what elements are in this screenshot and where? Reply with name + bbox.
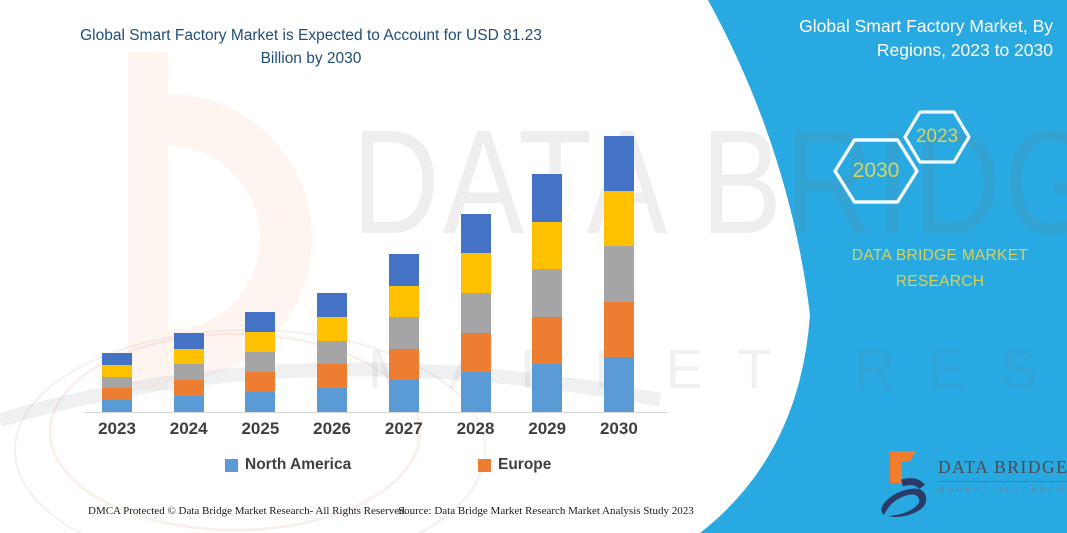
x-axis-label-2029: 2029 xyxy=(528,419,567,438)
bar-segment-2024-north-america xyxy=(173,396,204,412)
panel-brand-line2: RESEARCH xyxy=(895,273,985,291)
bar-segment-2027-unlabeled-yellow-region xyxy=(388,285,419,318)
x-axis-label-2028: 2028 xyxy=(456,419,495,438)
footer-source-text: Source: Data Bridge Market Research Mark… xyxy=(398,505,694,517)
bar-segment-2028-north-america xyxy=(460,372,491,412)
x-axis-label-2025: 2025 xyxy=(241,419,280,438)
hexagon-outline-icon xyxy=(833,138,919,204)
bar-segment-2026-unlabeled-blue-region xyxy=(317,293,348,317)
bar-segment-2025-europe xyxy=(245,372,276,392)
bar-segment-2024-europe xyxy=(173,380,204,397)
x-axis-line xyxy=(85,412,667,413)
bar-segment-2026-north-america xyxy=(317,388,348,412)
bar-segment-2030-north-america xyxy=(603,356,634,412)
bar-segment-2023-unlabeled-gray-region xyxy=(102,376,132,389)
panel-brand-text: DATA BRIDGE MARKET RESEARCH xyxy=(842,243,1038,296)
bar-segment-2027-unlabeled-gray-region xyxy=(388,317,419,349)
legend-swatch-north-america xyxy=(225,458,238,472)
bar-segment-2024-unlabeled-gray-region xyxy=(173,364,204,381)
data-bridge-b-icon xyxy=(881,451,927,517)
bar-segment-2025-unlabeled-yellow-region xyxy=(245,332,276,353)
x-axis-label-2026: 2026 xyxy=(313,419,351,438)
bar-segment-2024-unlabeled-blue-region xyxy=(173,332,204,349)
bar-segment-2027-unlabeled-blue-region xyxy=(388,253,419,286)
bar-segment-2026-unlabeled-gray-region xyxy=(317,340,348,365)
bar-segment-2023-unlabeled-yellow-region xyxy=(102,364,132,377)
bar-segment-2028-unlabeled-yellow-region xyxy=(460,253,491,294)
x-axis-label-2027: 2027 xyxy=(384,419,423,438)
bar-segment-2029-unlabeled-gray-region xyxy=(532,269,563,317)
x-axis-label-2023: 2023 xyxy=(98,419,136,438)
hexagon-outline-icon xyxy=(903,110,971,164)
bar-segment-2030-europe xyxy=(603,301,634,357)
bar-segment-2027-north-america xyxy=(388,380,419,412)
legend-label-north-america: North America xyxy=(245,456,352,473)
x-axis-label-2030: 2030 xyxy=(599,419,638,438)
bar-segment-2023-europe xyxy=(102,388,132,401)
hexagon-2023: 2023 xyxy=(903,110,971,164)
hexagon-2030: 2030 xyxy=(833,138,919,204)
bar-segment-2025-unlabeled-blue-region xyxy=(245,312,276,333)
logo-name: DATA BRIDGE xyxy=(938,457,1067,482)
bar-segment-2024-unlabeled-yellow-region xyxy=(173,348,204,365)
bar-segment-2025-north-america xyxy=(245,392,276,412)
bar-segment-2029-unlabeled-yellow-region xyxy=(532,221,563,270)
bar-segment-2029-europe xyxy=(532,316,563,365)
panel-brand-line1: DATA BRIDGE MARKET xyxy=(851,247,1029,264)
bar-segment-2028-europe xyxy=(460,332,491,373)
bar-segment-2027-europe xyxy=(388,348,419,381)
footer-dmca-text: DMCA Protected © Data Bridge Market Rese… xyxy=(88,505,408,517)
bar-segment-2030-unlabeled-gray-region xyxy=(603,246,634,302)
chart-title: Global Smart Factory Market is Expected … xyxy=(80,27,542,68)
bar-segment-2023-north-america xyxy=(102,400,132,412)
bar-segment-2030-unlabeled-blue-region xyxy=(603,135,634,191)
panel-title: Global Smart Factory Market, By Regions,… xyxy=(799,16,1053,61)
logo-subtitle: MARKET RESEARCH xyxy=(938,485,1067,494)
legend-item-north-america: North America xyxy=(225,456,351,474)
bar-segment-2028-unlabeled-blue-region xyxy=(460,213,491,254)
bar-segment-2028-unlabeled-gray-region xyxy=(460,293,491,333)
bar-segment-2029-unlabeled-blue-region xyxy=(532,174,563,222)
bar-segment-2025-unlabeled-gray-region xyxy=(245,352,276,372)
bar-segment-2029-north-america xyxy=(532,364,563,412)
legend-swatch-europe xyxy=(478,458,491,472)
bar-chart-plot-area: 2023 2024 2025 2026 2027 2028 2029 2030 xyxy=(85,118,667,438)
bar-segment-2026-europe xyxy=(317,364,348,389)
legend-item-europe: Europe xyxy=(478,456,551,474)
data-bridge-logo-text: DATA BRIDGE MARKET RESEARCH xyxy=(938,449,1067,494)
data-bridge-logo: DATA BRIDGE MARKET RESEARCH xyxy=(876,449,1067,521)
bar-segment-2026-unlabeled-yellow-region xyxy=(317,316,348,341)
legend-label-europe: Europe xyxy=(498,456,552,473)
hexagon-2023-label: 2023 xyxy=(915,126,959,147)
bar-segment-2023-unlabeled-blue-region xyxy=(102,352,132,365)
bar-segment-2030-unlabeled-yellow-region xyxy=(603,191,634,247)
x-axis-label-2024: 2024 xyxy=(169,419,208,438)
hexagon-2030-label: 2030 xyxy=(852,159,900,182)
